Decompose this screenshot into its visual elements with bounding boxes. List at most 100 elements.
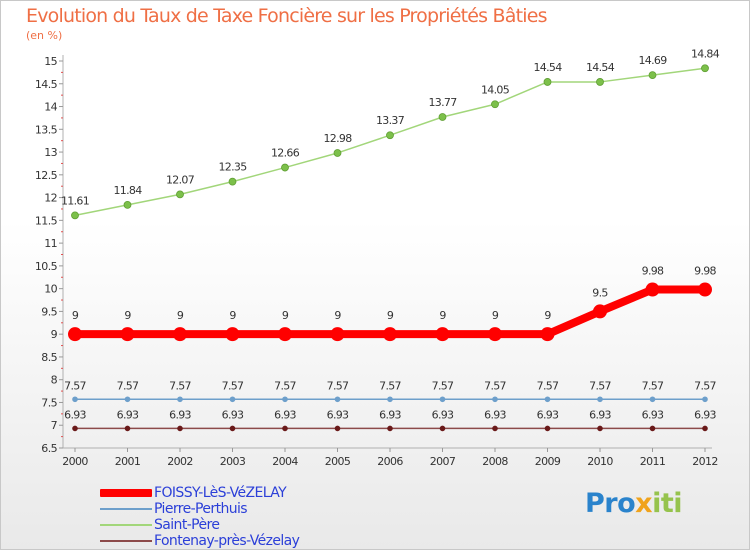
data-point-saint-pere: [648, 71, 657, 80]
data-point-foissy: [173, 327, 187, 342]
logo-part: x: [635, 488, 653, 519]
y-tick-label: 6.5: [41, 442, 57, 455]
data-point-saint-pere: [281, 163, 289, 172]
data-label-saint-pere: 12.66: [271, 147, 300, 160]
data-label-foissy: 9: [72, 309, 79, 322]
data-point-fontenay: [72, 425, 78, 432]
data-label-saint-pere: 14.69: [639, 54, 668, 67]
y-tick-label: 9: [51, 328, 58, 341]
y-tick-label: 10.5: [35, 260, 58, 273]
data-label-fontenay: 6.93: [432, 408, 454, 421]
data-point-pierre-perthuis: [282, 396, 288, 403]
data-label-pierre-perthuis: 7.57: [537, 379, 559, 392]
data-label-pierre-perthuis: 7.57: [117, 379, 139, 392]
data-label-pierre-perthuis: 7.57: [432, 379, 454, 392]
data-label-fontenay: 6.93: [117, 408, 139, 421]
data-label-fontenay: 6.93: [379, 408, 401, 421]
data-label-foissy: 9: [124, 309, 131, 322]
data-point-foissy: [593, 304, 607, 319]
x-tick-label: 2012: [692, 455, 718, 468]
data-point-foissy: [225, 327, 240, 342]
legend-label: Fontenay-près-Vézelay: [154, 533, 300, 549]
data-point-pierre-perthuis: [649, 396, 656, 403]
data-point-fontenay: [229, 425, 236, 432]
data-label-saint-pere: 13.37: [376, 114, 405, 127]
data-point-saint-pere: [596, 78, 604, 86]
data-label-foissy: 9: [282, 309, 289, 322]
data-label-foissy: 9: [334, 309, 341, 322]
chart-data-labels: 11.61 11.84 12.07 12.35 12.66 12.98 13.37 13.77…: [61, 47, 720, 421]
data-point-foissy: [435, 327, 450, 342]
data-label-foissy: 9: [492, 309, 499, 322]
data-point-fontenay: [124, 425, 131, 432]
x-tick-label: 2001: [115, 455, 141, 468]
data-label-saint-pere: 12.35: [219, 161, 248, 174]
data-point-fontenay: [334, 425, 341, 432]
data-label-fontenay: 6.93: [642, 408, 664, 421]
data-label-pierre-perthuis: 7.57: [64, 379, 86, 392]
data-label-fontenay: 6.93: [169, 408, 191, 421]
y-tick-label: 14.5: [35, 78, 58, 91]
data-point-pierre-perthuis: [72, 396, 78, 403]
y-tick-label: 13: [44, 146, 57, 159]
legend-label: FOISSY-LèS-VéZELAY: [154, 485, 287, 501]
unit-label: (en %): [26, 29, 63, 42]
data-point-saint-pere: [438, 113, 447, 121]
y-tick-label: 7: [51, 419, 58, 432]
x-tick-label: 2004: [272, 455, 298, 468]
chart-series: [68, 64, 712, 432]
data-point-fontenay: [649, 425, 656, 432]
data-point-pierre-perthuis: [702, 396, 708, 403]
data-label-pierre-perthuis: 7.57: [169, 379, 191, 392]
legend-swatch-foissy: [100, 489, 152, 497]
data-point-foissy: [68, 327, 82, 342]
data-point-pierre-perthuis: [492, 396, 498, 403]
x-tick-label: 2000: [62, 455, 88, 468]
x-tick-label: 2006: [377, 455, 403, 468]
x-tick-label: 2011: [640, 455, 666, 468]
legend-label: Pierre-Perthuis: [154, 501, 248, 517]
series-line-saint-pere: [74, 67, 706, 217]
data-label-foissy: 9: [544, 309, 551, 322]
chart-title: Evolution du Taux de Taxe Foncière sur l…: [26, 5, 548, 27]
data-point-pierre-perthuis: [544, 396, 551, 403]
data-point-fontenay: [439, 425, 446, 432]
data-label-fontenay: 6.93: [537, 408, 559, 421]
x-tick-label: 2008: [482, 455, 508, 468]
data-point-fontenay: [492, 425, 498, 432]
data-label-saint-pere: 11.61: [61, 194, 89, 207]
data-point-saint-pere: [491, 100, 499, 109]
data-label-foissy: 9.98: [642, 265, 664, 278]
y-tick-label: 12.5: [35, 169, 58, 182]
data-label-foissy: 9.5: [592, 286, 608, 299]
data-label-foissy: 9: [229, 309, 236, 322]
data-label-pierre-perthuis: 7.57: [694, 379, 716, 392]
data-label-pierre-perthuis: 7.57: [379, 379, 401, 392]
data-point-saint-pere: [176, 190, 184, 199]
data-point-fontenay: [387, 425, 393, 432]
y-tick-label: 11: [44, 237, 57, 250]
data-label-saint-pere: 11.84: [114, 184, 143, 197]
data-point-fontenay: [597, 425, 603, 432]
data-point-saint-pere: [228, 177, 237, 186]
y-tick-label: 11.5: [35, 214, 58, 227]
data-point-foissy: [698, 282, 712, 297]
data-point-saint-pere: [71, 211, 79, 220]
data-label-saint-pere: 14.84: [691, 47, 720, 60]
data-point-pierre-perthuis: [177, 396, 183, 403]
data-label-fontenay: 6.93: [484, 408, 506, 421]
data-label-fontenay: 6.93: [64, 408, 86, 421]
data-label-pierre-perthuis: 7.57: [589, 379, 611, 392]
x-tick-label: 2005: [325, 455, 351, 468]
data-point-fontenay: [177, 425, 183, 432]
data-point-pierre-perthuis: [124, 396, 131, 403]
data-label-foissy: 9: [387, 309, 394, 322]
y-tick-label: 10: [44, 283, 57, 296]
data-label-saint-pere: 14.54: [534, 61, 563, 74]
data-point-foissy: [540, 327, 555, 342]
data-point-saint-pere: [386, 131, 394, 140]
data-point-foissy: [278, 327, 292, 342]
y-tick-label: 14: [44, 101, 57, 114]
